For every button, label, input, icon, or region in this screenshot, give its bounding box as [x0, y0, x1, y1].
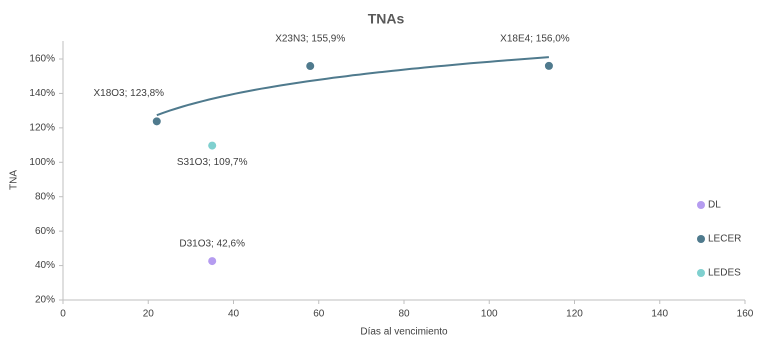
y-tick-label: 40%: [35, 260, 55, 271]
x-tick-label: 20: [143, 309, 155, 320]
x-axis-label: Días al vencimiento: [360, 327, 448, 337]
point: [152, 117, 161, 126]
legend-label: LEDES: [708, 268, 741, 279]
trendline: [156, 56, 549, 117]
data-label: S31O3; 109,7%: [177, 157, 248, 168]
data-label: D31O3; 42,6%: [179, 239, 245, 250]
legend-marker: [697, 201, 705, 209]
y-tick-label: 20%: [35, 295, 55, 306]
x-tick-label: 0: [60, 309, 66, 320]
x-tick-label: 160: [737, 309, 754, 320]
x-tick-label: 120: [566, 309, 583, 320]
legend-label: LECER: [708, 234, 741, 245]
point: [208, 257, 217, 266]
data-label: X18O3; 123,8%: [93, 88, 164, 99]
y-tick-label: 160%: [29, 54, 55, 65]
x-tick-label: 80: [398, 309, 410, 320]
y-axis-label: TNA: [9, 170, 20, 190]
y-tick-label: 60%: [35, 226, 55, 237]
x-tick-label: 60: [313, 309, 325, 320]
legend-marker: [697, 269, 705, 277]
data-label: X18E4; 156,0%: [500, 34, 570, 45]
chart-title: TNAs: [368, 11, 405, 27]
y-tick-label: 140%: [29, 88, 55, 99]
legend-marker: [697, 235, 705, 243]
legend-label: DL: [708, 200, 721, 211]
x-tick-label: 100: [481, 309, 498, 320]
y-tick-label: 80%: [35, 191, 55, 202]
x-tick-label: 40: [228, 309, 240, 320]
point: [544, 61, 553, 70]
point: [306, 62, 315, 71]
data-label: X23N3; 155,9%: [275, 34, 345, 45]
x-tick-label: 140: [651, 309, 668, 320]
y-tick-label: 120%: [29, 122, 55, 133]
y-tick-label: 100%: [29, 157, 55, 168]
point: [208, 141, 217, 150]
